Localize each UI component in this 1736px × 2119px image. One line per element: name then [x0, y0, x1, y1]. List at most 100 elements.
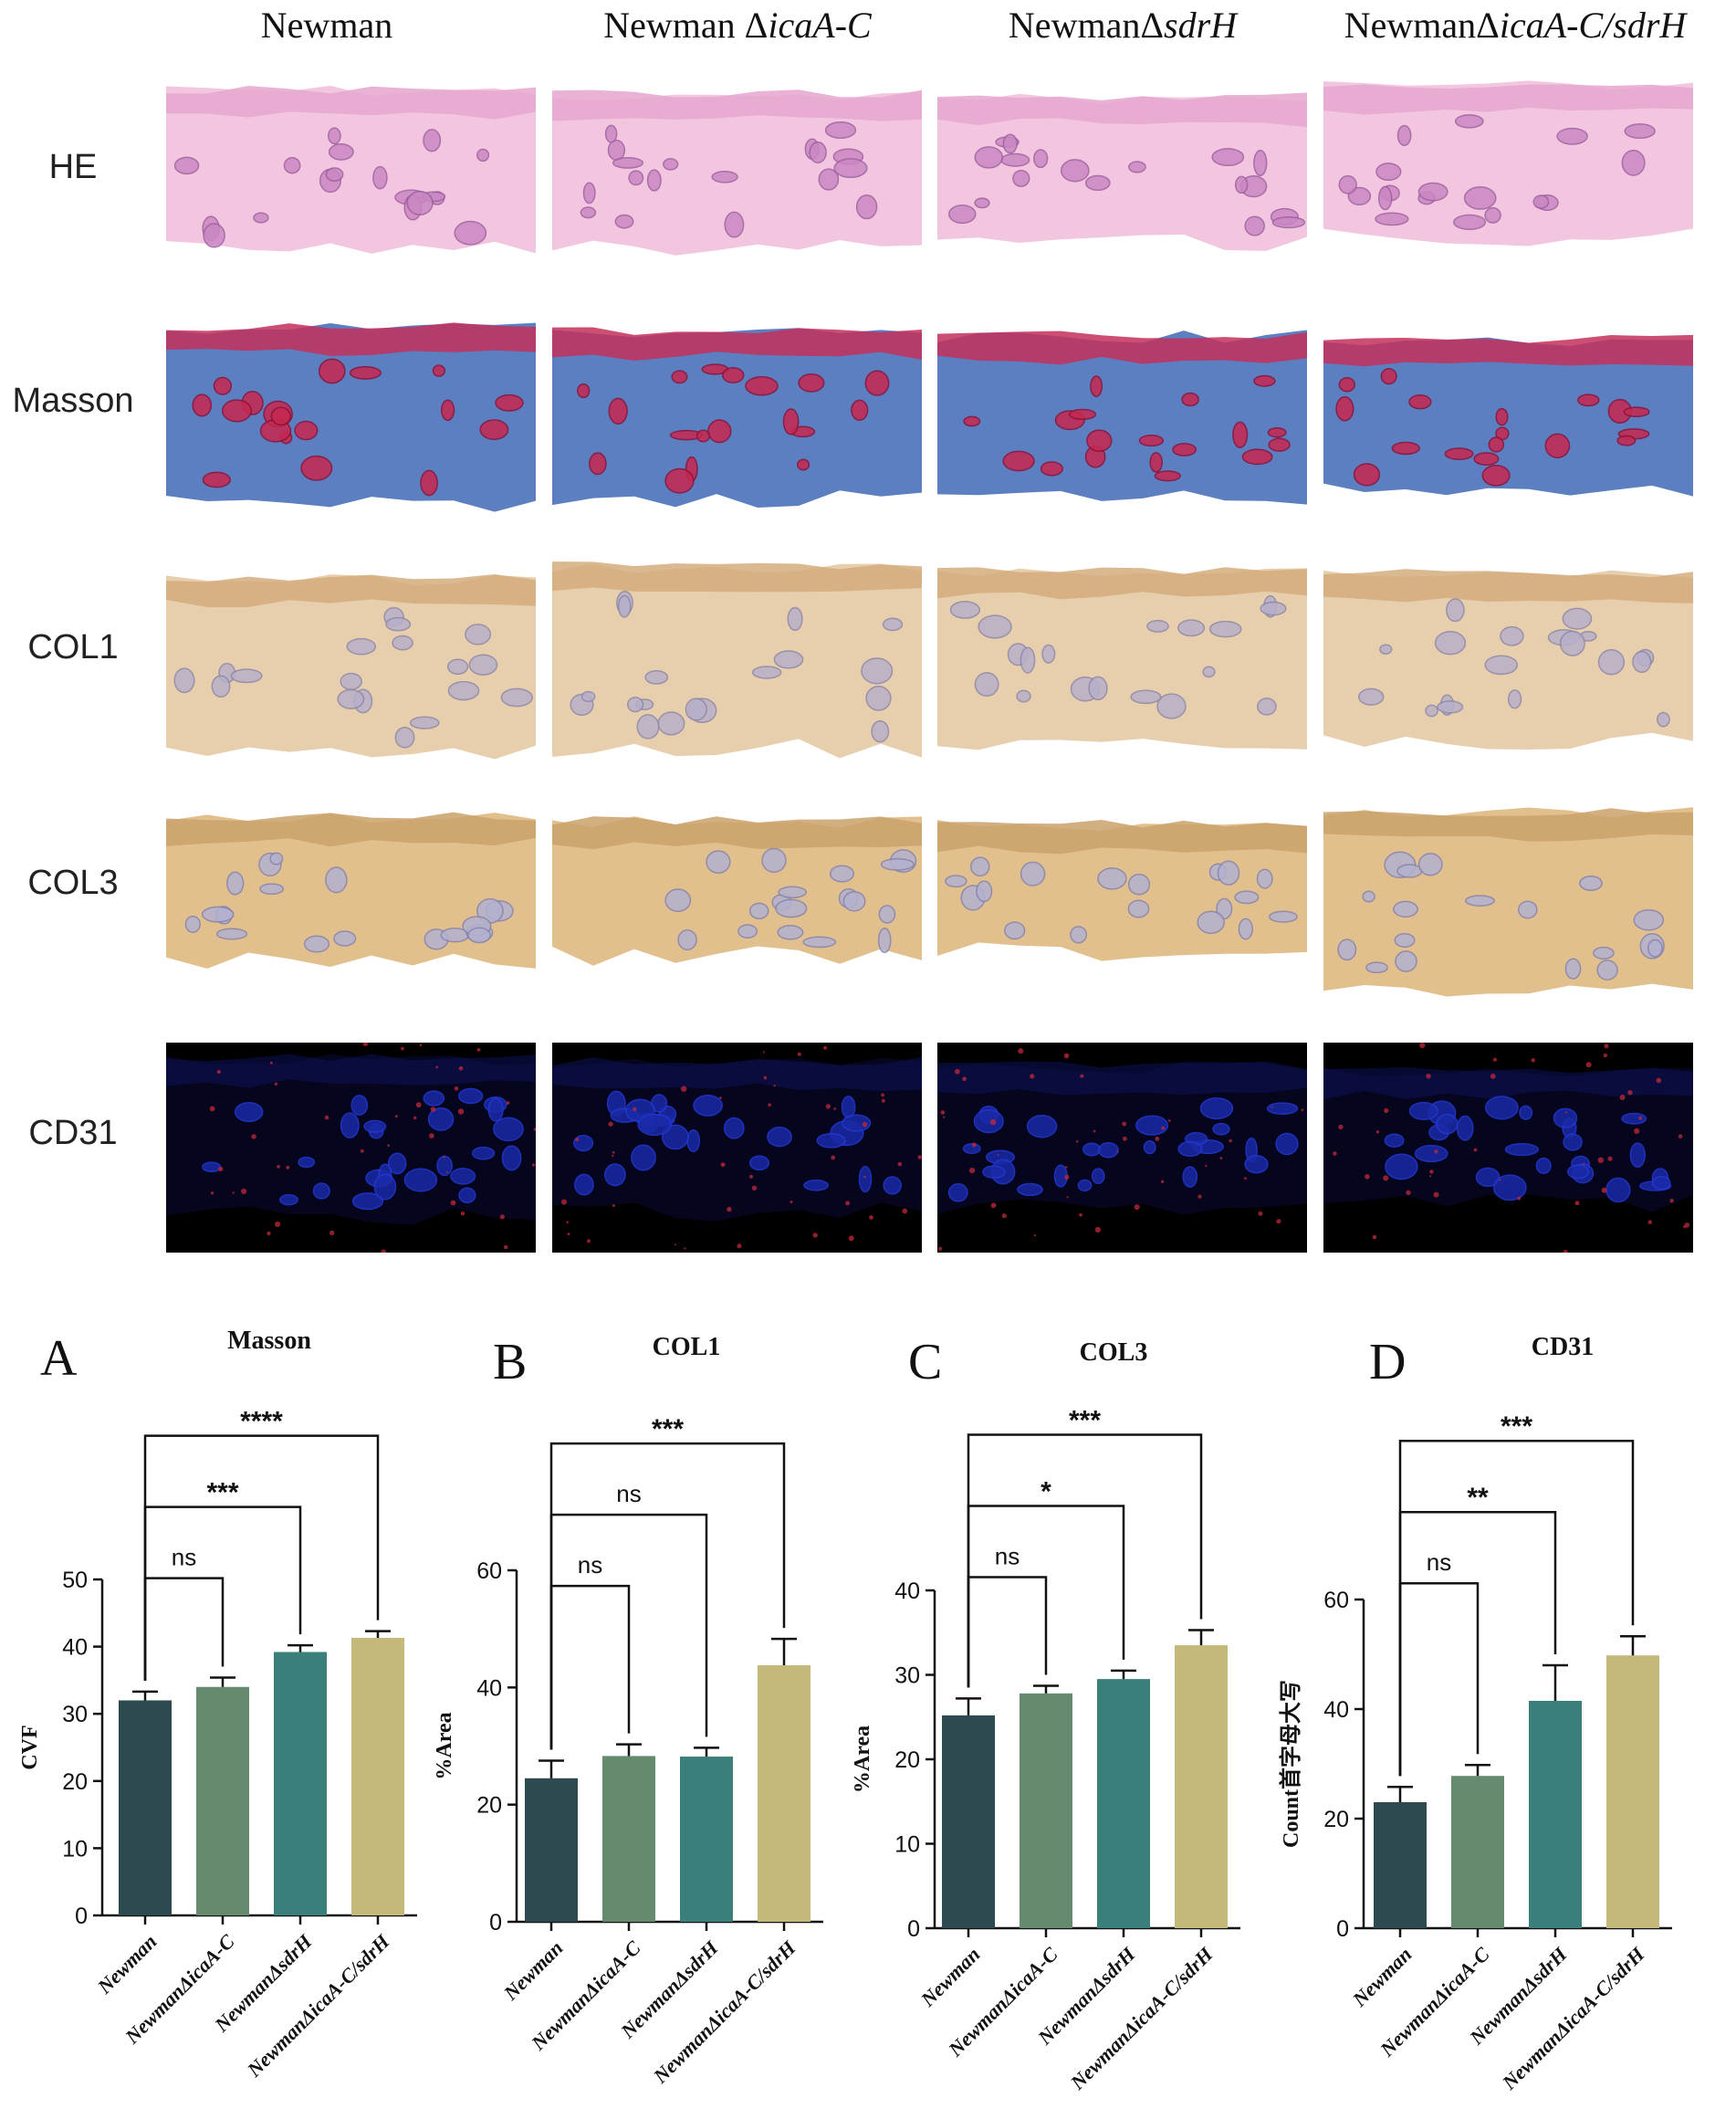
significance-label: ***	[652, 1414, 684, 1444]
significance-bracket	[967, 1433, 1203, 1688]
column-header-italic: icaA-C/sdrH	[1499, 5, 1687, 46]
bar	[1020, 1693, 1072, 1928]
significance-label: ****	[240, 1407, 283, 1437]
bar-chart-col3: 010203040%AreaNewmanNewmanΔicaA-CNewmanΔ…	[851, 1405, 1240, 2094]
y-tick-label: 40	[1323, 1697, 1349, 1723]
chart-title-col1: COL1	[652, 1333, 721, 1361]
panel-letter-c: C	[908, 1334, 943, 1390]
column-header-italic: sdrH	[1164, 5, 1238, 46]
significance-label: ns	[578, 1551, 602, 1579]
significance-label: ns	[1427, 1548, 1451, 1576]
chart-title-cd31: CD31	[1531, 1333, 1595, 1361]
column-header-prefix: NewmanΔ	[1008, 5, 1165, 46]
micrograph-col3-2	[552, 796, 922, 1006]
bar	[196, 1686, 249, 1915]
x-tick-label: NewmanΔicaA-C/sdrH	[1497, 1942, 1649, 2094]
significance-bracket	[549, 1584, 631, 1750]
row-label-masson: Masson	[12, 382, 134, 420]
y-tick-label: 40	[62, 1635, 88, 1661]
significance-bracket	[143, 1577, 225, 1681]
bar	[1097, 1679, 1150, 1928]
significance-label: ***	[1069, 1405, 1101, 1435]
y-axis-label: %Area	[851, 1726, 874, 1793]
micrograph-cd31-1	[166, 1043, 536, 1253]
x-tick-label: Newman	[1347, 1943, 1416, 2011]
bar	[680, 1757, 733, 1922]
y-tick-label: 10	[894, 1832, 920, 1858]
bar	[1374, 1802, 1427, 1928]
bar	[1451, 1776, 1504, 1928]
significance-bracket	[1398, 1581, 1480, 1777]
column-header-icaa-c-sdrh: NewmanΔicaA-C/sdrH	[1344, 4, 1687, 47]
column-header-prefix: Newman Δ	[603, 5, 769, 46]
micrograph-cd31-3	[937, 1043, 1307, 1253]
significance-label: ***	[206, 1478, 238, 1508]
micrograph-he-1	[166, 69, 536, 279]
micrograph-col3-4	[1323, 796, 1693, 1006]
row-label-col1: COL1	[27, 628, 119, 666]
y-tick-label: 0	[489, 1910, 502, 1935]
y-axis-label: %Area	[433, 1712, 456, 1779]
significance-label: ns	[616, 1480, 641, 1507]
x-tick-label: Newman	[498, 1936, 567, 2005]
x-tick-label: NewmanΔicaA-C/sdrH	[648, 1935, 800, 2088]
column-header-prefix: NewmanΔ	[1344, 5, 1500, 46]
micrograph-col1-1	[166, 552, 536, 762]
bar-chart-masson: 01020304050CVFNewmanNewmanΔicaA-CNewmanΔ…	[18, 1407, 417, 2082]
column-header-italic: icaA-C	[768, 5, 872, 46]
micrograph-he-2	[552, 69, 922, 279]
bar-chart-col1: 0204060%AreaNewmanNewmanΔicaA-CNewmanΔsd…	[433, 1414, 823, 2088]
x-tick-label: NewmanΔicaA-C/sdrH	[242, 1929, 394, 2082]
y-axis-label: CVF	[18, 1725, 42, 1769]
micrograph-masson-4	[1323, 312, 1693, 522]
row-label-cd31: CD31	[28, 1114, 118, 1152]
micrograph-masson-3	[937, 312, 1307, 522]
bar	[942, 1715, 995, 1928]
bar	[119, 1700, 172, 1915]
y-tick-label: 30	[62, 1702, 88, 1727]
row-label-col3: COL3	[27, 864, 119, 902]
micrograph-he-3	[937, 69, 1307, 279]
micrograph-cd31-4	[1323, 1043, 1693, 1253]
significance-bracket	[967, 1576, 1048, 1688]
significance-label: *	[1041, 1476, 1051, 1506]
y-tick-label: 20	[894, 1747, 920, 1773]
significance-label: ***	[1501, 1411, 1532, 1442]
micrograph-masson-1	[166, 312, 536, 522]
significance-bracket	[1398, 1439, 1635, 1777]
panel-letter-a: A	[40, 1330, 78, 1387]
y-tick-label: 50	[62, 1568, 88, 1593]
micrograph-col3-1	[166, 796, 536, 1006]
significance-label: **	[1467, 1483, 1489, 1513]
column-header-prefix: Newman	[260, 5, 393, 46]
micrograph-he-4	[1323, 69, 1693, 279]
chart-title-col3: COL3	[1079, 1338, 1148, 1367]
y-tick-label: 20	[1323, 1807, 1349, 1832]
y-tick-label: 30	[894, 1663, 920, 1689]
micrograph-cd31-2	[552, 1043, 922, 1253]
bar	[274, 1652, 327, 1915]
micrograph-col3-3	[937, 796, 1307, 1006]
micrograph-masson-2	[552, 312, 922, 522]
y-tick-label: 0	[1336, 1916, 1349, 1942]
y-tick-label: 0	[907, 1916, 920, 1942]
column-header-newman: Newman	[261, 4, 392, 47]
y-axis-label: Count首字母大写	[1278, 1680, 1303, 1848]
y-tick-label: 60	[476, 1558, 502, 1584]
micrograph-col1-2	[552, 552, 922, 762]
y-tick-label: 40	[894, 1579, 920, 1604]
chart-title-masson: Masson	[227, 1327, 311, 1355]
bar	[525, 1778, 578, 1922]
y-tick-label: 10	[62, 1836, 88, 1862]
column-header-sdrh: NewmanΔsdrH	[1009, 4, 1237, 47]
bar	[1529, 1701, 1582, 1928]
significance-label: ns	[995, 1542, 1020, 1569]
row-label-he: HE	[48, 148, 98, 186]
y-tick-label: 20	[62, 1769, 88, 1795]
bar	[351, 1638, 404, 1915]
bar-chart-cd31: 0204060Count首字母大写NewmanNewmanΔicaA-CNewm…	[1278, 1411, 1672, 2094]
x-tick-label: NewmanΔicaA-C/sdrH	[1065, 1942, 1218, 2094]
y-tick-label: 0	[75, 1904, 88, 1929]
x-tick-label: Newman	[915, 1943, 984, 2011]
column-header-icaa-c: Newman ΔicaA-C	[603, 4, 871, 47]
